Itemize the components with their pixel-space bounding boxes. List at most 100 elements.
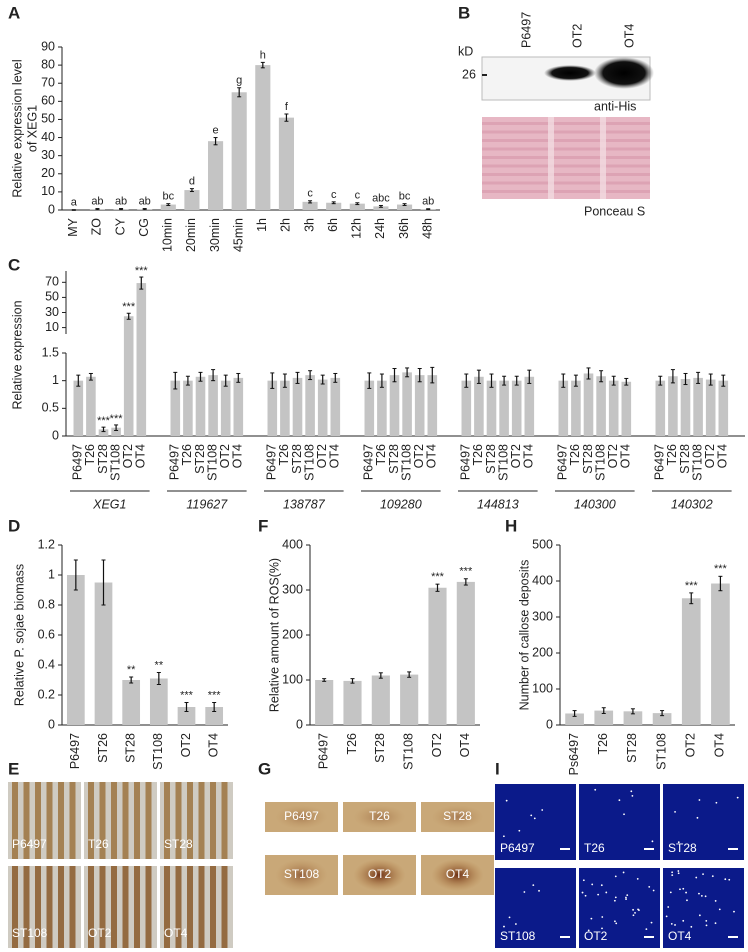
bar xyxy=(317,379,328,436)
callose-dot xyxy=(682,887,685,890)
photo-label: OT4 xyxy=(668,929,692,943)
y-axis-label: Relative P. sojae biomass xyxy=(12,564,26,706)
callose-dot xyxy=(669,891,672,894)
bar xyxy=(623,711,643,725)
x-tick-label: OT2 xyxy=(412,444,426,468)
y-tick-label: 30 xyxy=(45,305,59,319)
significance-label: *** xyxy=(122,301,136,313)
stem xyxy=(46,782,53,859)
significance-label: bc xyxy=(163,191,175,203)
callose-dot xyxy=(711,875,714,878)
bar xyxy=(231,92,247,210)
callose-dot xyxy=(698,892,700,895)
stem xyxy=(12,866,18,948)
x-tick-label: OT2 xyxy=(218,444,232,468)
y-tick-label: 100 xyxy=(282,672,303,686)
stem xyxy=(58,866,64,948)
bar xyxy=(428,587,447,725)
x-tick-label: MY xyxy=(66,217,80,236)
y-tick-label: 200 xyxy=(282,627,303,641)
callose-dot xyxy=(700,894,703,897)
y-tick-label: 1.5 xyxy=(42,345,59,359)
callose-dot xyxy=(677,841,680,844)
callose-dot xyxy=(590,917,593,920)
x-tick-label: ST28 xyxy=(373,733,387,763)
x-tick-label: 45min xyxy=(231,218,245,252)
bar xyxy=(73,380,84,436)
stem xyxy=(122,866,129,948)
bar xyxy=(668,376,678,436)
bar xyxy=(349,203,365,210)
panel-letter: B xyxy=(458,3,470,22)
significance-label: *** xyxy=(110,413,124,425)
significance-label: *** xyxy=(459,566,473,578)
x-tick-label: 36h xyxy=(397,218,411,239)
bar xyxy=(693,377,703,436)
callose-dot xyxy=(636,878,639,880)
bar xyxy=(652,713,672,725)
group-label: 119627 xyxy=(186,497,228,511)
significance-label: ab xyxy=(115,195,127,207)
callose-dot xyxy=(523,891,526,893)
stain-band xyxy=(482,130,650,134)
stain-band xyxy=(482,156,650,159)
significance-label: c xyxy=(331,189,337,201)
callose-dot xyxy=(626,894,629,897)
x-tick-label: ST28 xyxy=(387,444,401,474)
y-tick-label: 0.6 xyxy=(38,627,55,641)
photo-label: OT2 xyxy=(88,926,112,940)
bar xyxy=(111,427,121,436)
x-tick-label: P6497 xyxy=(556,444,570,480)
callose-dot xyxy=(645,928,648,931)
bar xyxy=(400,674,419,725)
significance-label: bc xyxy=(399,191,411,203)
significance-label: ** xyxy=(155,659,164,671)
lane-label: OT4 xyxy=(622,24,636,48)
bar xyxy=(681,598,701,725)
callose-dot xyxy=(581,891,584,894)
x-tick-label: ST28 xyxy=(625,733,639,763)
callose-dot xyxy=(674,924,676,926)
stem xyxy=(145,866,152,948)
significance-label: ** xyxy=(127,664,136,676)
y-tick-label: 10 xyxy=(41,184,55,198)
callose-dot xyxy=(597,893,600,896)
x-tick-label: P6497 xyxy=(168,444,182,480)
significance-label: d xyxy=(189,176,195,188)
callose-dot xyxy=(671,874,674,877)
bar xyxy=(123,316,134,436)
y-axis-label: Relative expression xyxy=(10,300,24,409)
x-tick-label: OT4 xyxy=(134,444,148,468)
callose-dot xyxy=(541,809,544,811)
x-tick-label: ST108 xyxy=(690,444,704,481)
stain-band xyxy=(482,190,650,193)
x-tick-label: ST108 xyxy=(151,733,165,770)
x-tick-label: P6497 xyxy=(459,444,473,480)
bar xyxy=(177,707,196,725)
callose-dot xyxy=(518,829,521,832)
photo xyxy=(84,866,157,948)
x-tick-label: CG xyxy=(137,218,151,237)
stem xyxy=(198,866,205,948)
stem xyxy=(35,866,41,948)
stem xyxy=(187,866,193,948)
lane-gap xyxy=(600,117,606,199)
bar xyxy=(149,678,168,725)
bar xyxy=(267,380,278,436)
panel-letter: E xyxy=(8,759,19,778)
callose-dot xyxy=(601,916,604,918)
panel-letter: A xyxy=(8,3,20,22)
stain xyxy=(431,859,484,891)
stem xyxy=(134,782,140,859)
callose-dot xyxy=(505,799,508,802)
y-tick-label: 500 xyxy=(532,537,553,551)
photo-label: OT2 xyxy=(584,929,608,943)
x-tick-label: ST26 xyxy=(96,733,110,763)
callose-dot xyxy=(601,927,603,930)
x-tick-label: OT4 xyxy=(425,444,439,468)
bar xyxy=(414,375,425,436)
lane-label: OT2 xyxy=(570,24,584,48)
y-tick-label: 400 xyxy=(282,537,303,551)
callose-dot xyxy=(686,899,688,902)
stain-band xyxy=(482,122,650,125)
